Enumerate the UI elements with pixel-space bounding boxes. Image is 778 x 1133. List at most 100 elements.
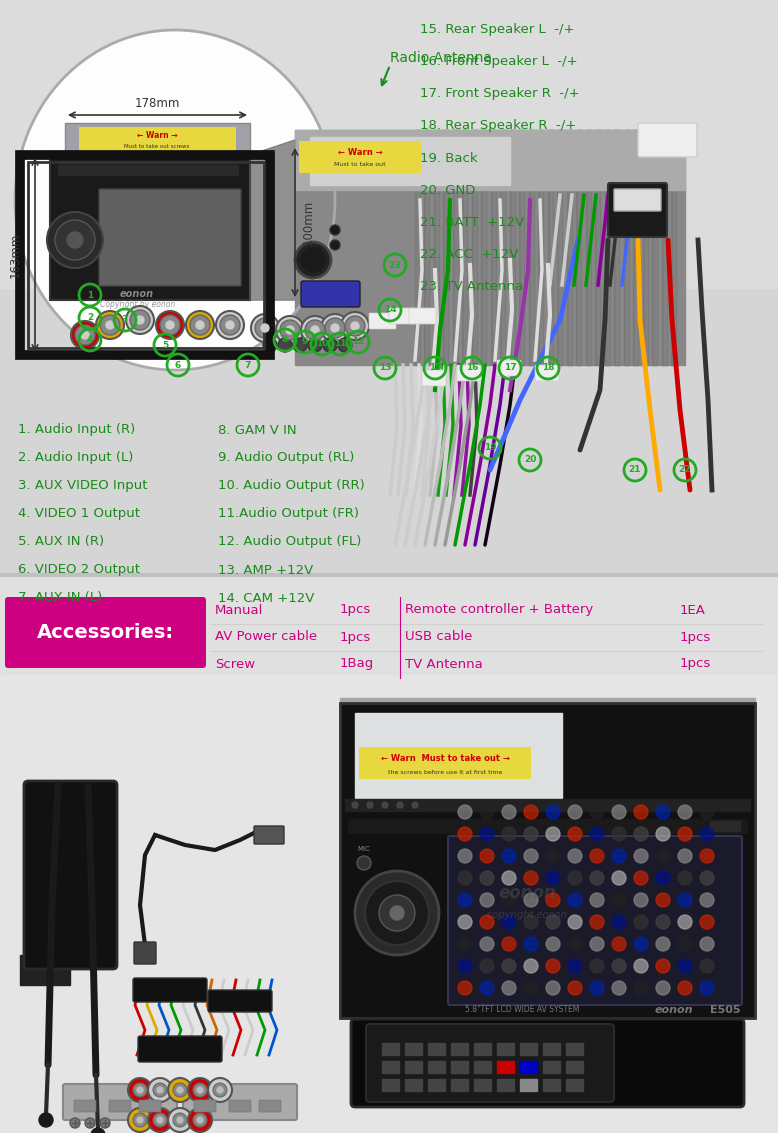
Text: Radio Antenna: Radio Antenna (390, 51, 492, 65)
Circle shape (458, 893, 472, 908)
FancyBboxPatch shape (366, 1024, 614, 1102)
Circle shape (166, 321, 174, 329)
Bar (566, 1043, 583, 1055)
Circle shape (100, 315, 120, 335)
Circle shape (367, 802, 373, 808)
Circle shape (186, 310, 214, 339)
Bar (645, 130, 647, 365)
Bar (20, 955, 70, 985)
Circle shape (458, 915, 472, 929)
Bar (455, 130, 457, 365)
Circle shape (216, 310, 244, 339)
Circle shape (568, 827, 582, 841)
Bar (626, 130, 628, 365)
Circle shape (286, 326, 294, 334)
Circle shape (480, 915, 494, 929)
Text: 2: 2 (87, 314, 93, 323)
Circle shape (524, 806, 538, 819)
Text: 8: 8 (282, 335, 288, 344)
Circle shape (700, 871, 714, 885)
Bar (567, 130, 572, 365)
Circle shape (331, 324, 339, 332)
Circle shape (678, 937, 692, 951)
Circle shape (197, 1117, 203, 1123)
Circle shape (379, 895, 415, 931)
Text: 18: 18 (541, 364, 554, 373)
Circle shape (301, 248, 325, 272)
Circle shape (656, 806, 670, 819)
FancyBboxPatch shape (109, 1100, 131, 1111)
Circle shape (612, 937, 626, 951)
Circle shape (39, 1113, 53, 1127)
Bar (446, 130, 447, 365)
Circle shape (156, 310, 184, 339)
Text: 9: 9 (302, 338, 308, 347)
Circle shape (193, 1113, 207, 1127)
FancyBboxPatch shape (138, 1036, 222, 1062)
Circle shape (220, 315, 240, 335)
Text: Manual: Manual (215, 604, 264, 616)
Bar (340, 702, 755, 1017)
Circle shape (502, 915, 516, 929)
Circle shape (382, 802, 388, 808)
FancyBboxPatch shape (194, 1100, 216, 1111)
Text: Remote controller + Battery: Remote controller + Battery (405, 604, 594, 616)
Bar (541, 130, 542, 365)
Circle shape (148, 1108, 172, 1132)
Circle shape (590, 871, 604, 885)
Text: 19. Back: 19. Back (420, 152, 478, 164)
Circle shape (263, 338, 277, 352)
Bar (624, 130, 629, 365)
FancyBboxPatch shape (183, 1084, 297, 1121)
Circle shape (524, 959, 538, 973)
Bar (415, 130, 420, 365)
Circle shape (213, 1083, 227, 1097)
Circle shape (480, 806, 494, 819)
Text: 5: 5 (162, 341, 168, 349)
Bar (483, 130, 485, 365)
Text: 22: 22 (678, 466, 691, 475)
Circle shape (157, 1117, 163, 1123)
Circle shape (321, 314, 349, 342)
Circle shape (390, 906, 404, 920)
Circle shape (612, 871, 626, 885)
Circle shape (278, 338, 292, 352)
Bar (451, 1079, 468, 1091)
Circle shape (678, 849, 692, 863)
Bar (543, 1043, 560, 1055)
Circle shape (546, 915, 560, 929)
Text: 1pcs: 1pcs (680, 657, 711, 671)
Circle shape (480, 937, 494, 951)
Circle shape (397, 802, 403, 808)
Circle shape (546, 827, 560, 841)
FancyBboxPatch shape (74, 1100, 96, 1111)
Circle shape (678, 827, 692, 841)
Circle shape (100, 1118, 110, 1128)
Circle shape (75, 325, 95, 346)
Circle shape (656, 937, 670, 951)
Bar (451, 1060, 468, 1073)
Circle shape (612, 915, 626, 929)
Text: 1pcs: 1pcs (680, 630, 711, 644)
FancyBboxPatch shape (351, 1019, 744, 1107)
Bar (58, 165, 238, 174)
Text: Must to take out screws: Must to take out screws (124, 144, 190, 150)
Circle shape (55, 220, 95, 259)
Bar (491, 130, 496, 365)
Bar (671, 130, 677, 365)
Text: 23. TV Antenna: 23. TV Antenna (420, 280, 523, 292)
Circle shape (546, 959, 560, 973)
Circle shape (458, 981, 472, 995)
FancyBboxPatch shape (614, 189, 661, 211)
Text: eonon: eonon (498, 884, 555, 902)
Circle shape (261, 324, 269, 332)
Circle shape (197, 1087, 203, 1093)
Circle shape (634, 915, 648, 929)
FancyBboxPatch shape (422, 370, 446, 386)
FancyBboxPatch shape (208, 990, 272, 1012)
Text: 14: 14 (384, 306, 396, 315)
Circle shape (352, 802, 358, 808)
Text: eonon: eonon (655, 1005, 693, 1015)
Bar (0, 0, 778, 288)
Text: 7: 7 (245, 360, 251, 369)
